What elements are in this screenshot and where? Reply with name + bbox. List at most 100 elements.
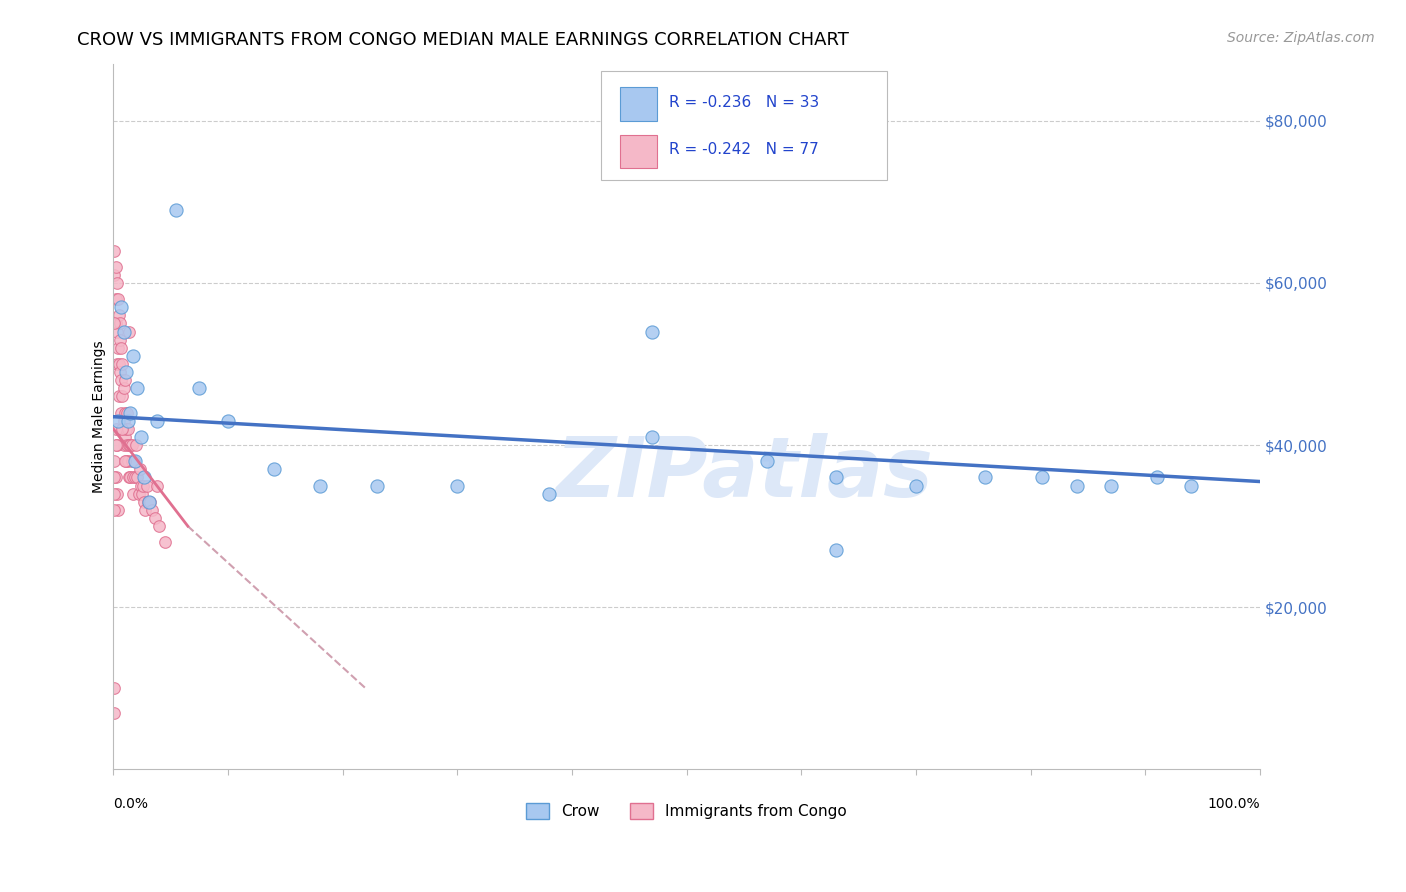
Point [165, 202, 187, 217]
Point [139, 495, 162, 509]
Point [127, 381, 149, 395]
Point [1066, 478, 1088, 492]
Point [124, 470, 146, 484]
Point [146, 414, 169, 428]
Point [129, 430, 152, 444]
Point [117, 414, 139, 428]
Point [122, 454, 145, 468]
Point [755, 454, 778, 468]
Point [118, 470, 141, 484]
Point [111, 422, 134, 436]
Point [217, 414, 239, 428]
Legend: Crow, Immigrants from Congo: Crow, Immigrants from Congo [520, 797, 853, 825]
Point [138, 495, 160, 509]
FancyBboxPatch shape [620, 135, 657, 169]
Point [108, 365, 131, 379]
Point [121, 454, 143, 468]
Text: Source: ZipAtlas.com: Source: ZipAtlas.com [1227, 31, 1375, 45]
Point [115, 365, 138, 379]
Point [641, 325, 664, 339]
Point [1180, 478, 1202, 492]
Point [110, 300, 132, 314]
Point [103, 486, 125, 500]
Point [904, 478, 927, 492]
Point [148, 519, 170, 533]
Text: R = -0.236   N = 33: R = -0.236 N = 33 [669, 95, 820, 110]
Point [134, 503, 156, 517]
Point [128, 462, 150, 476]
Text: ZIPatlas: ZIPatlas [555, 433, 934, 514]
Point [108, 357, 131, 371]
Point [121, 486, 143, 500]
Point [111, 357, 134, 371]
Point [103, 317, 125, 331]
Point [188, 381, 211, 395]
Point [120, 406, 142, 420]
Point [108, 389, 131, 403]
FancyBboxPatch shape [620, 87, 657, 121]
Point [112, 381, 135, 395]
Point [107, 341, 129, 355]
Point [1146, 470, 1168, 484]
Text: 100.0%: 100.0% [1208, 797, 1260, 811]
Point [824, 543, 846, 558]
Point [110, 373, 132, 387]
Point [103, 268, 125, 282]
Point [120, 470, 142, 484]
Point [134, 495, 156, 509]
Point [115, 422, 138, 436]
Point [125, 438, 148, 452]
Point [134, 470, 156, 484]
Point [103, 681, 125, 696]
Point [366, 478, 388, 492]
Point [143, 511, 166, 525]
Point [107, 414, 129, 428]
Point [104, 260, 127, 274]
Point [135, 478, 157, 492]
Point [107, 503, 129, 517]
Point [111, 422, 134, 436]
Point [824, 470, 846, 484]
Y-axis label: Median Male Earnings: Median Male Earnings [93, 341, 107, 493]
Point [103, 454, 125, 468]
Point [118, 325, 141, 339]
Point [537, 486, 560, 500]
FancyBboxPatch shape [600, 71, 887, 180]
Point [108, 317, 131, 331]
Point [121, 470, 143, 484]
Point [105, 276, 128, 290]
Point [124, 454, 146, 468]
Point [108, 333, 131, 347]
Point [104, 292, 127, 306]
Point [117, 422, 139, 436]
Point [105, 325, 128, 339]
Point [118, 438, 141, 452]
Point [131, 486, 153, 500]
Point [141, 503, 163, 517]
Point [117, 454, 139, 468]
Point [110, 406, 132, 420]
Point [112, 325, 135, 339]
Text: 0.0%: 0.0% [114, 797, 148, 811]
Point [107, 292, 129, 306]
Point [115, 454, 138, 468]
Point [105, 357, 128, 371]
Point [111, 389, 134, 403]
Point [104, 422, 127, 436]
Point [114, 430, 136, 444]
Point [105, 486, 128, 500]
Text: R = -0.242   N = 77: R = -0.242 N = 77 [669, 143, 820, 157]
Point [103, 503, 125, 517]
Point [263, 462, 285, 476]
Point [641, 430, 664, 444]
Point [973, 470, 995, 484]
Point [146, 478, 169, 492]
Point [112, 438, 135, 452]
Point [129, 478, 152, 492]
Point [121, 438, 143, 452]
Point [114, 454, 136, 468]
Point [105, 438, 128, 452]
Point [104, 438, 127, 452]
Point [136, 495, 159, 509]
Point [115, 406, 138, 420]
